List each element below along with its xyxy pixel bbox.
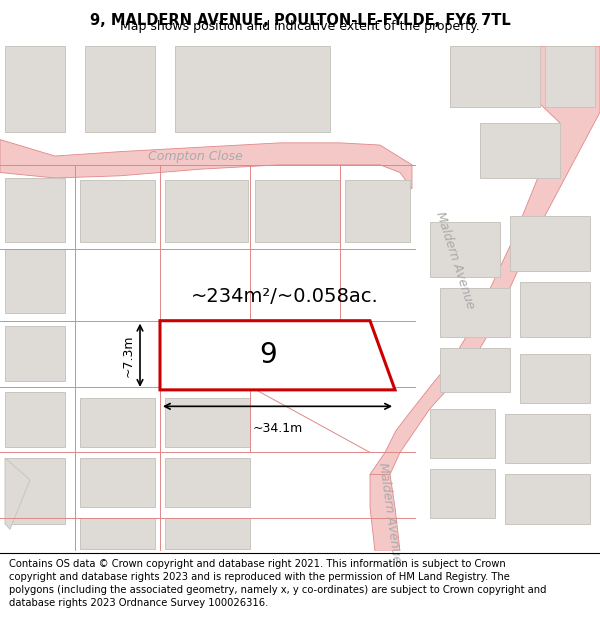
Polygon shape — [0, 139, 412, 189]
Polygon shape — [5, 249, 65, 313]
Polygon shape — [80, 180, 155, 242]
Polygon shape — [85, 46, 155, 132]
Text: ~34.1m: ~34.1m — [253, 422, 302, 435]
Polygon shape — [165, 458, 250, 508]
Text: Contains OS data © Crown copyright and database right 2021. This information is : Contains OS data © Crown copyright and d… — [9, 559, 547, 608]
Polygon shape — [430, 409, 495, 458]
Polygon shape — [80, 518, 155, 549]
Polygon shape — [165, 398, 250, 447]
Polygon shape — [5, 392, 65, 447]
Polygon shape — [520, 354, 590, 403]
Text: Map shows position and indicative extent of the property.: Map shows position and indicative extent… — [120, 20, 480, 33]
Text: 9: 9 — [259, 341, 277, 369]
Polygon shape — [5, 326, 65, 381]
Polygon shape — [215, 337, 330, 376]
Polygon shape — [510, 216, 590, 271]
Polygon shape — [345, 180, 410, 242]
Polygon shape — [160, 321, 395, 390]
Polygon shape — [370, 474, 400, 551]
Text: 9, MALDERN AVENUE, POULTON-LE-FYLDE, FY6 7TL: 9, MALDERN AVENUE, POULTON-LE-FYLDE, FY6… — [89, 13, 511, 28]
Polygon shape — [80, 398, 155, 447]
Polygon shape — [80, 458, 155, 508]
Polygon shape — [370, 46, 600, 474]
Text: Maldern Avenue: Maldern Avenue — [376, 462, 404, 564]
Polygon shape — [165, 180, 248, 242]
Polygon shape — [440, 348, 510, 392]
Polygon shape — [165, 518, 250, 549]
Text: Compton Close: Compton Close — [148, 149, 242, 162]
Polygon shape — [5, 178, 65, 242]
Text: ~234m²/~0.058ac.: ~234m²/~0.058ac. — [191, 287, 379, 306]
Polygon shape — [505, 474, 590, 524]
Polygon shape — [440, 288, 510, 337]
Polygon shape — [175, 46, 330, 132]
Polygon shape — [430, 469, 495, 518]
Text: Maldern Avenue: Maldern Avenue — [433, 210, 477, 311]
Polygon shape — [520, 282, 590, 337]
Text: ~7.3m: ~7.3m — [122, 334, 135, 376]
Polygon shape — [505, 414, 590, 463]
Polygon shape — [545, 46, 595, 107]
Polygon shape — [450, 46, 540, 107]
Polygon shape — [5, 46, 65, 132]
Polygon shape — [5, 458, 65, 524]
Polygon shape — [480, 123, 560, 178]
Polygon shape — [255, 180, 340, 242]
Polygon shape — [430, 222, 500, 277]
Polygon shape — [5, 458, 30, 529]
